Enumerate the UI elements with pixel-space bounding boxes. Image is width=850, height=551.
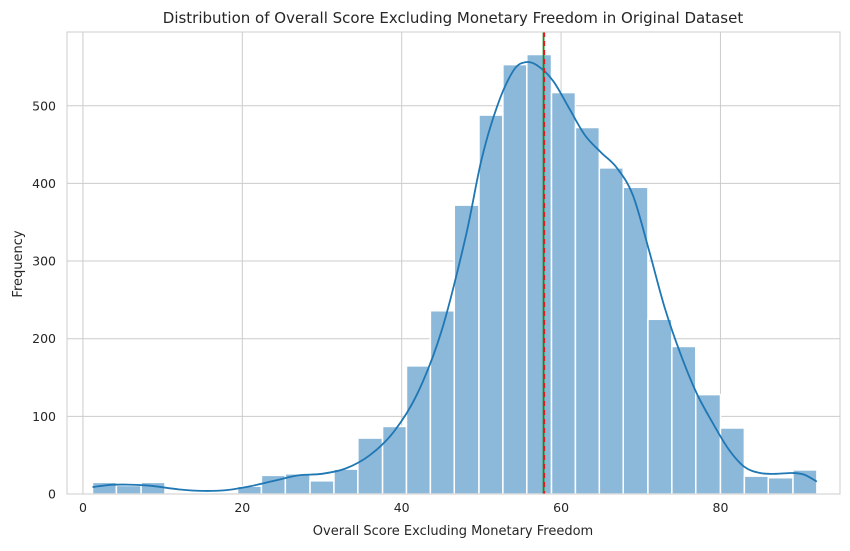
x-tick-label: 40 xyxy=(394,500,410,515)
histogram-bar xyxy=(309,480,335,495)
histogram-bar xyxy=(647,318,673,495)
tick-labels: 0 20 40 60 80 0 100 200 300 400 500 xyxy=(32,98,728,515)
histogram-bar xyxy=(671,345,697,495)
histogram-bar xyxy=(333,468,359,495)
x-tick-label: 60 xyxy=(553,500,569,515)
histogram-bar xyxy=(695,393,722,495)
histogram-bars xyxy=(91,53,818,495)
x-tick-label: 20 xyxy=(234,500,250,515)
histogram-bar xyxy=(478,114,504,495)
histogram-bar xyxy=(622,186,649,495)
y-tick-label: 400 xyxy=(32,176,56,191)
histogram-bar xyxy=(381,425,408,495)
reference-lines xyxy=(542,32,546,494)
histogram-bar xyxy=(502,63,528,495)
y-axis-label: Frequency xyxy=(11,230,26,297)
histogram-bar xyxy=(767,476,794,495)
histogram-bar xyxy=(550,91,577,495)
x-tick-label: 80 xyxy=(713,500,729,515)
y-tick-label: 0 xyxy=(48,487,56,502)
plot-frame xyxy=(66,31,841,495)
histogram-bar xyxy=(405,365,432,495)
histogram-bar xyxy=(115,484,142,495)
x-tick-label: 0 xyxy=(79,500,87,515)
histogram-bar xyxy=(743,475,770,495)
histogram-bar xyxy=(140,481,166,495)
kde-curve xyxy=(92,61,818,492)
histogram-bar xyxy=(719,427,746,495)
histogram-bar xyxy=(598,167,624,495)
y-tick-label: 200 xyxy=(32,331,56,346)
histogram-bar xyxy=(526,53,553,495)
histogram-bar xyxy=(357,437,384,495)
histogram-bar xyxy=(453,204,480,495)
histogram-bar xyxy=(429,310,456,495)
x-axis-label: Overall Score Excluding Monetary Freedom xyxy=(313,524,593,539)
y-tick-label: 500 xyxy=(32,98,56,113)
y-tick-label: 300 xyxy=(32,254,56,269)
kde-curve-group xyxy=(92,61,818,492)
y-tick-label: 100 xyxy=(32,409,56,424)
histogram-bar xyxy=(574,126,601,495)
chart-title: Distribution of Overall Score Excluding … xyxy=(163,9,744,27)
